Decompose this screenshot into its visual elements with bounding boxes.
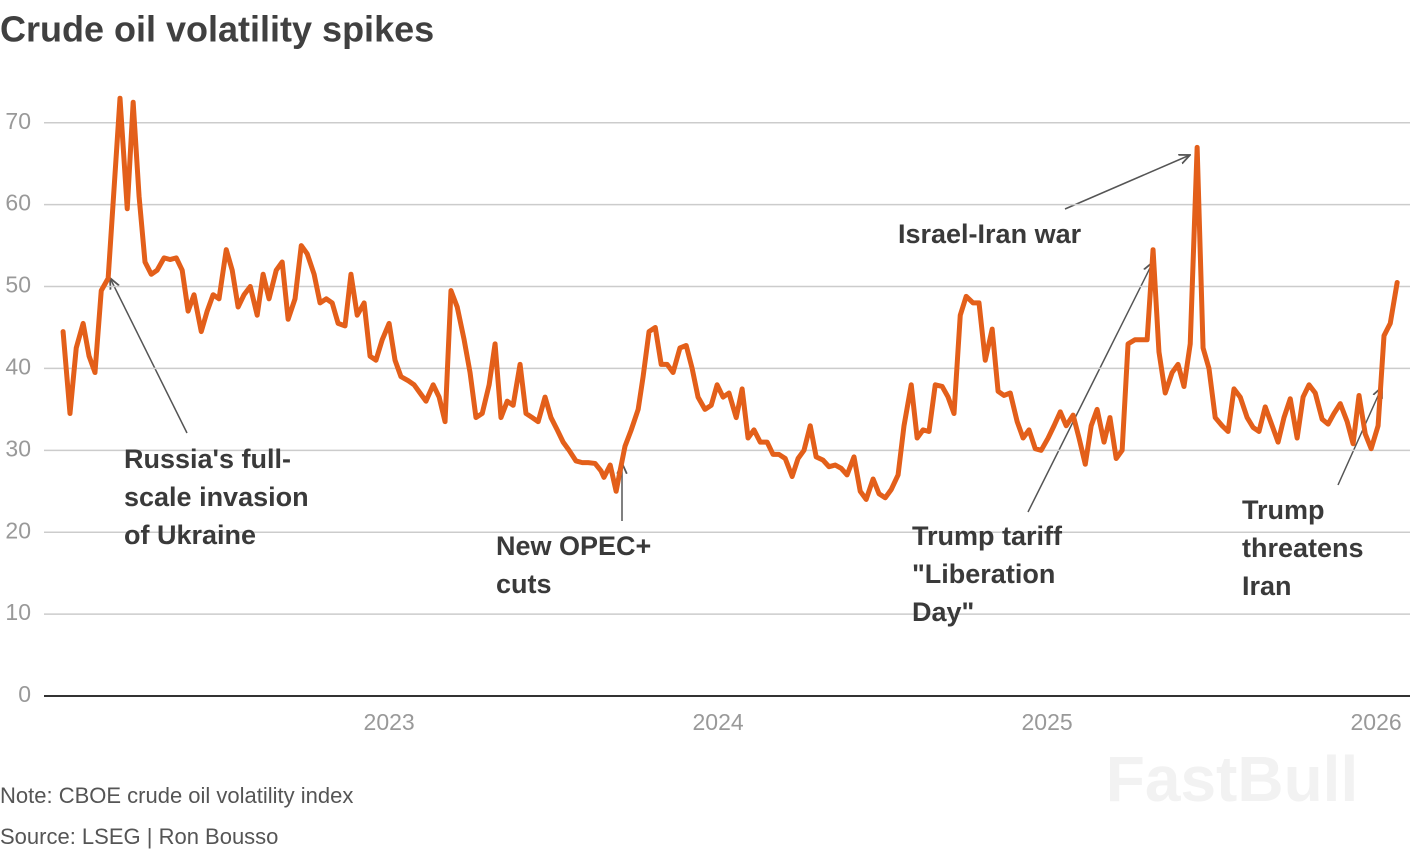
annotation: Trump tariff	[912, 521, 1063, 551]
x-tick-label: 2026	[1351, 709, 1402, 735]
watermark: FastBull	[1106, 743, 1358, 815]
x-tick-label: 2023	[364, 709, 415, 735]
annotation: Iran	[1242, 571, 1292, 601]
annotation: Trump	[1242, 495, 1325, 525]
annotation-arrows	[110, 155, 1382, 521]
y-tick-label: 50	[5, 272, 31, 298]
annotation: of Ukraine	[124, 520, 256, 550]
x-tick-label: 2025	[1022, 709, 1073, 735]
y-tick-label: 70	[5, 108, 31, 134]
annotation: Day"	[912, 597, 974, 627]
y-tick-label: 30	[5, 435, 31, 461]
note: Note: CBOE crude oil volatility index	[0, 783, 353, 808]
y-tick-label: 60	[5, 190, 31, 216]
y-tick-label: 10	[5, 599, 31, 625]
chart-title: Crude oil volatility spikes	[0, 9, 434, 50]
annotation: "Liberation	[912, 559, 1055, 589]
arrow	[110, 278, 188, 434]
y-tick-label: 40	[5, 354, 31, 380]
annotation: Israel-Iran war	[898, 219, 1082, 249]
annotation: New OPEC+	[496, 531, 651, 561]
annotation: scale invasion	[124, 482, 309, 512]
source: Source: LSEG | Ron Bousso	[0, 824, 278, 849]
annotation: threatens	[1242, 533, 1364, 563]
x-tick-label: 2024	[693, 709, 744, 735]
annotation: Russia's full-	[124, 444, 291, 474]
arrow	[1027, 262, 1153, 513]
y-tick-label: 20	[5, 517, 31, 543]
annotation: cuts	[496, 569, 552, 599]
y-tick-label: 0	[18, 681, 31, 707]
arrow	[1337, 387, 1382, 486]
data-line	[60, 95, 1400, 502]
arrow	[1064, 155, 1190, 210]
